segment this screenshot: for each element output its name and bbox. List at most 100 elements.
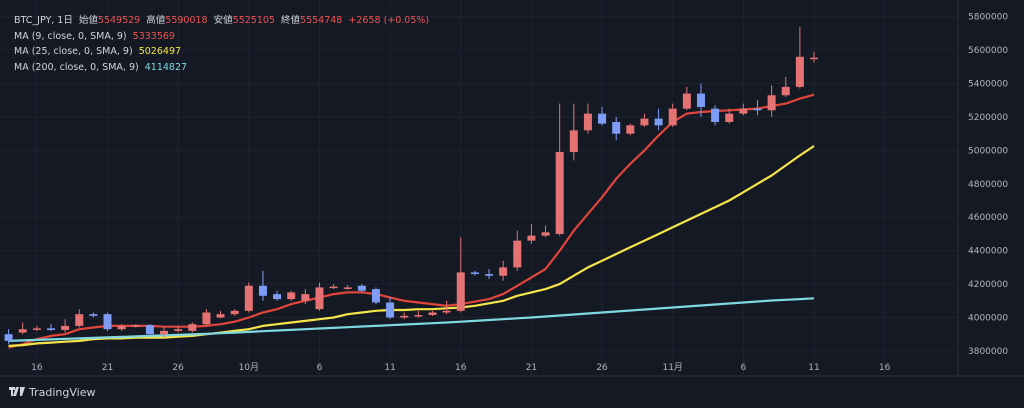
candle-body [414, 315, 423, 317]
time-tick-label: 6 [317, 363, 323, 373]
change-value: +2658 (+0.05%) [348, 15, 430, 26]
candle-body [626, 125, 635, 134]
open-label: 始値 [78, 15, 98, 26]
ma9-label: MA (9, close, 0, SMA, 9) [14, 30, 127, 42]
symbol-label[interactable]: BTC_JPY, 1日 [14, 15, 73, 26]
candle [470, 270, 479, 276]
candle-body [202, 312, 211, 325]
candle-body [598, 113, 607, 124]
candle-body [230, 310, 239, 315]
candle [46, 324, 55, 331]
candle-body [258, 285, 267, 296]
candlestick-series [4, 26, 819, 345]
time-axis[interactable]: 16 21 26 10月 6 11 16 21 26 11月 6 11 16 [31, 362, 891, 373]
price-tick-label: 4600000 [968, 213, 1008, 223]
candle [371, 287, 380, 305]
price-tick-label: 4000000 [968, 314, 1008, 324]
candle [273, 290, 282, 301]
candle [696, 83, 705, 117]
candle [414, 310, 423, 318]
tradingview-logo-icon [9, 386, 25, 399]
candle [541, 225, 550, 238]
candle [555, 103, 564, 236]
candle [400, 312, 409, 320]
candle-body [75, 314, 84, 326]
candle-body [795, 56, 804, 87]
ohlc-row: BTC_JPY, 1日 始値5549529 高値5590018 安値552510… [14, 13, 429, 29]
candle [357, 284, 366, 293]
candle-body [541, 232, 550, 236]
candle-body [640, 118, 649, 126]
candle [103, 312, 112, 331]
candle-body [781, 86, 790, 96]
candle [89, 312, 98, 318]
price-axis[interactable]: 5800000 5600000 5400000 5200000 5000000 48000… [968, 13, 1008, 357]
time-tick-label: 11 [808, 363, 819, 373]
ma200-row[interactable]: MA (200, close, 0, SMA, 9) 4114827 [14, 60, 429, 76]
candle-body [371, 289, 380, 303]
chart-legend: BTC_JPY, 1日 始値5549529 高値5590018 安値552510… [14, 13, 429, 75]
candle [810, 51, 819, 63]
candle-body [287, 292, 296, 300]
candle-body [315, 287, 324, 310]
candle-body [583, 113, 592, 131]
candle-body [400, 315, 409, 318]
candle-body [216, 314, 225, 318]
price-tick-label: 3800000 [968, 347, 1008, 357]
candle-body [160, 330, 169, 335]
candle-body [555, 152, 564, 234]
ma25-label: MA (25, close, 0, SMA, 9) [14, 46, 133, 57]
candle [244, 282, 253, 313]
candle [188, 322, 197, 333]
ma9-row[interactable]: MA (9, close, 0, SMA, 9) 5333569 [14, 29, 429, 45]
candle-body [485, 274, 494, 276]
candle [499, 260, 508, 281]
candle-body [188, 324, 197, 331]
candle [767, 85, 776, 117]
candle-body [131, 325, 140, 327]
ma25-row[interactable]: MA (25, close, 0, SMA, 9) 5026497 [14, 44, 429, 60]
candle [456, 237, 465, 313]
low-label: 安値 [213, 15, 233, 26]
ma-line [8, 145, 815, 347]
candle-body [174, 329, 183, 331]
candle-body [89, 314, 98, 316]
candle-body [499, 267, 508, 276]
candle [725, 108, 734, 124]
candle-body [527, 235, 536, 241]
tradingview-logo[interactable]: TradingView [9, 386, 95, 399]
candle-body [513, 240, 522, 268]
high-value: 5590018 [165, 15, 208, 26]
candle [485, 269, 494, 280]
candle [160, 327, 169, 338]
time-tick-label: 16 [455, 363, 467, 373]
time-tick-label: 11 [384, 363, 395, 373]
time-tick-label: 16 [879, 363, 891, 373]
tradingview-logo-text: TradingView [29, 386, 96, 399]
time-tick-label: 6 [740, 363, 746, 373]
candle-body [711, 108, 720, 122]
candle [131, 324, 140, 328]
candle-body [654, 118, 663, 126]
ma9-value: 5333569 [132, 30, 175, 42]
candle [569, 103, 578, 161]
candle-body [386, 302, 395, 318]
candle [216, 310, 225, 319]
time-tick-label: 21 [526, 363, 537, 373]
candle [386, 297, 395, 320]
candle [343, 284, 352, 290]
time-tick-label: 21 [102, 363, 113, 373]
candle-body [753, 108, 762, 111]
candle-body [569, 130, 578, 153]
candle [668, 103, 677, 128]
candle [4, 329, 13, 345]
low-value: 5525105 [232, 15, 275, 26]
candle [626, 123, 635, 136]
time-tick-label: 11月 [662, 362, 682, 373]
candle [18, 322, 27, 335]
candle [32, 325, 41, 331]
ma-line [8, 297, 815, 342]
price-tick-label: 4200000 [968, 280, 1008, 290]
candle-body [61, 325, 70, 331]
